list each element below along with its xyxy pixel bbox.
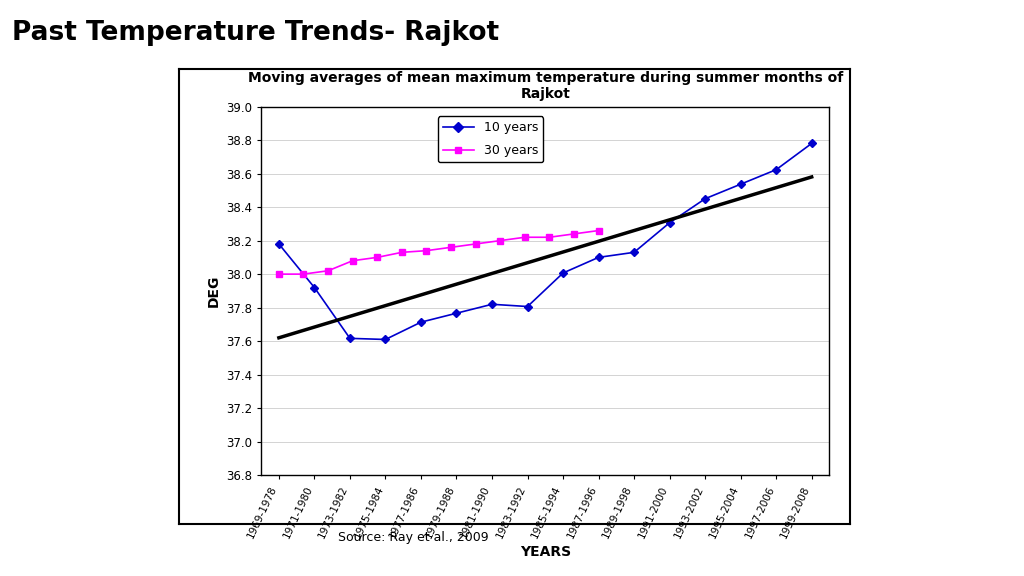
Text: Past Temperature Trends- Rajkot: Past Temperature Trends- Rajkot [12,20,500,46]
X-axis label: YEARS: YEARS [520,545,570,559]
Text: Source: Ray et al., 2009: Source: Ray et al., 2009 [338,531,488,544]
Legend: 10 years, 30 years: 10 years, 30 years [438,116,544,162]
Y-axis label: DEG: DEG [207,275,220,307]
Title: Moving averages of mean maximum temperature during summer months of
Rajkot: Moving averages of mean maximum temperat… [248,71,843,101]
